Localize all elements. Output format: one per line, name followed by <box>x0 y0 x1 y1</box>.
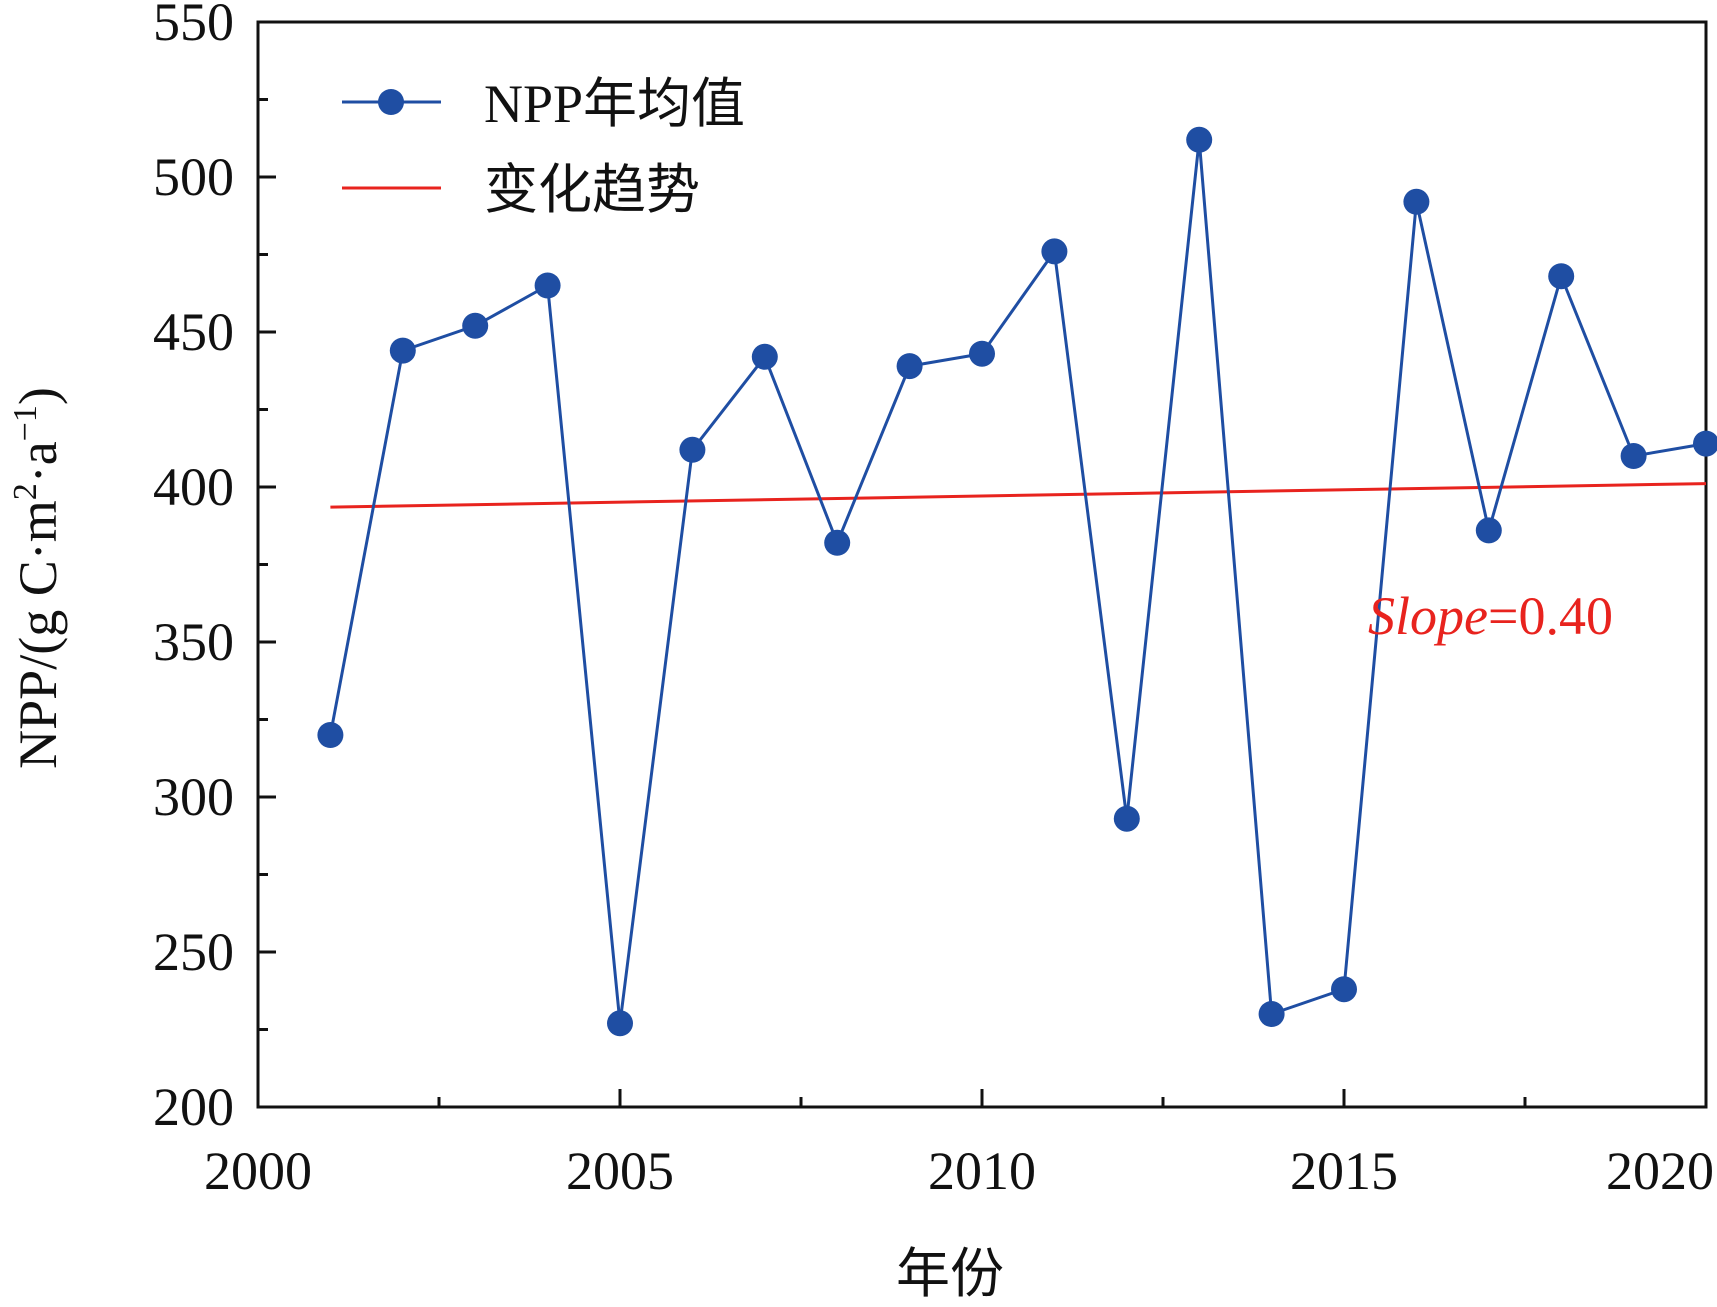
x-tick-label: 2005 <box>566 1141 674 1201</box>
npp-data-point <box>1041 238 1068 265</box>
npp-data-point <box>462 312 489 339</box>
y-tick-label: 500 <box>153 147 234 207</box>
npp-data-point <box>1475 517 1502 544</box>
series-layer <box>317 126 1717 1037</box>
legend-npp-label: NPP年均值 <box>484 74 745 134</box>
npp-data-point <box>534 272 561 299</box>
npp-data-point <box>317 722 344 748</box>
npp-data-point <box>1403 188 1430 215</box>
legend: NPP年均值 变化趋势 <box>342 74 745 220</box>
slope-annotation-value: =0.40 <box>1488 586 1613 646</box>
x-tick-label: 2010 <box>928 1141 1036 1201</box>
y-axis-title-sup1: 2 <box>7 483 44 500</box>
npp-data-point <box>969 340 995 367</box>
legend-npp-marker <box>378 89 404 115</box>
npp-data-point <box>1693 430 1717 457</box>
npp-data-point <box>389 337 416 364</box>
x-axis-title: 年份 <box>896 1244 1004 1304</box>
plot-frame <box>256 20 1708 1109</box>
y-tick-label: 350 <box>153 612 234 672</box>
x-tick-label: 2000 <box>204 1141 312 1201</box>
y-tick-label: 550 <box>153 0 234 52</box>
y-tick-label: 200 <box>153 1077 234 1137</box>
y-tick-label: 450 <box>153 302 234 362</box>
legend-trend-label: 变化趋势 <box>484 160 700 220</box>
npp-data-point <box>1258 1001 1285 1027</box>
y-axis-title-main: NPP/(g C·m <box>8 500 68 769</box>
npp-data-point <box>1620 443 1647 469</box>
y-axis-title: NPP/(g C·m2·a−1) <box>7 387 68 769</box>
y-tick-label: 400 <box>153 457 234 517</box>
y-axis-ticks: 200 250 300 350 400 450 500 550 <box>153 0 276 1137</box>
npp-data-point <box>1113 805 1140 832</box>
y-axis-title-mid: ·a <box>8 441 68 483</box>
npp-data-point <box>607 1010 633 1037</box>
npp-data-point <box>1548 263 1575 290</box>
npp-series-line <box>328 139 1707 1024</box>
y-axis-title-end: ) <box>8 387 68 405</box>
y-axis-title-sup2: −1 <box>7 405 44 441</box>
x-axis-ticks: 2000 2005 2010 2015 2020 <box>204 1089 1714 1201</box>
slope-annotation-italic: Slope <box>1368 586 1488 646</box>
x-tick-label: 2015 <box>1290 1141 1398 1201</box>
npp-data-point <box>896 353 923 380</box>
npp-data-point <box>1331 976 1357 1003</box>
x-tick-label: 2020 <box>1606 1141 1714 1201</box>
npp-data-point <box>824 529 851 556</box>
trend-line <box>330 482 1707 509</box>
y-tick-label: 300 <box>153 767 234 827</box>
slope-annotation: Slope=0.40 <box>1368 586 1613 646</box>
npp-data-point <box>751 343 778 370</box>
npp-data-point <box>679 436 706 463</box>
npp-data-point <box>1186 126 1213 153</box>
y-tick-label: 250 <box>153 922 234 982</box>
